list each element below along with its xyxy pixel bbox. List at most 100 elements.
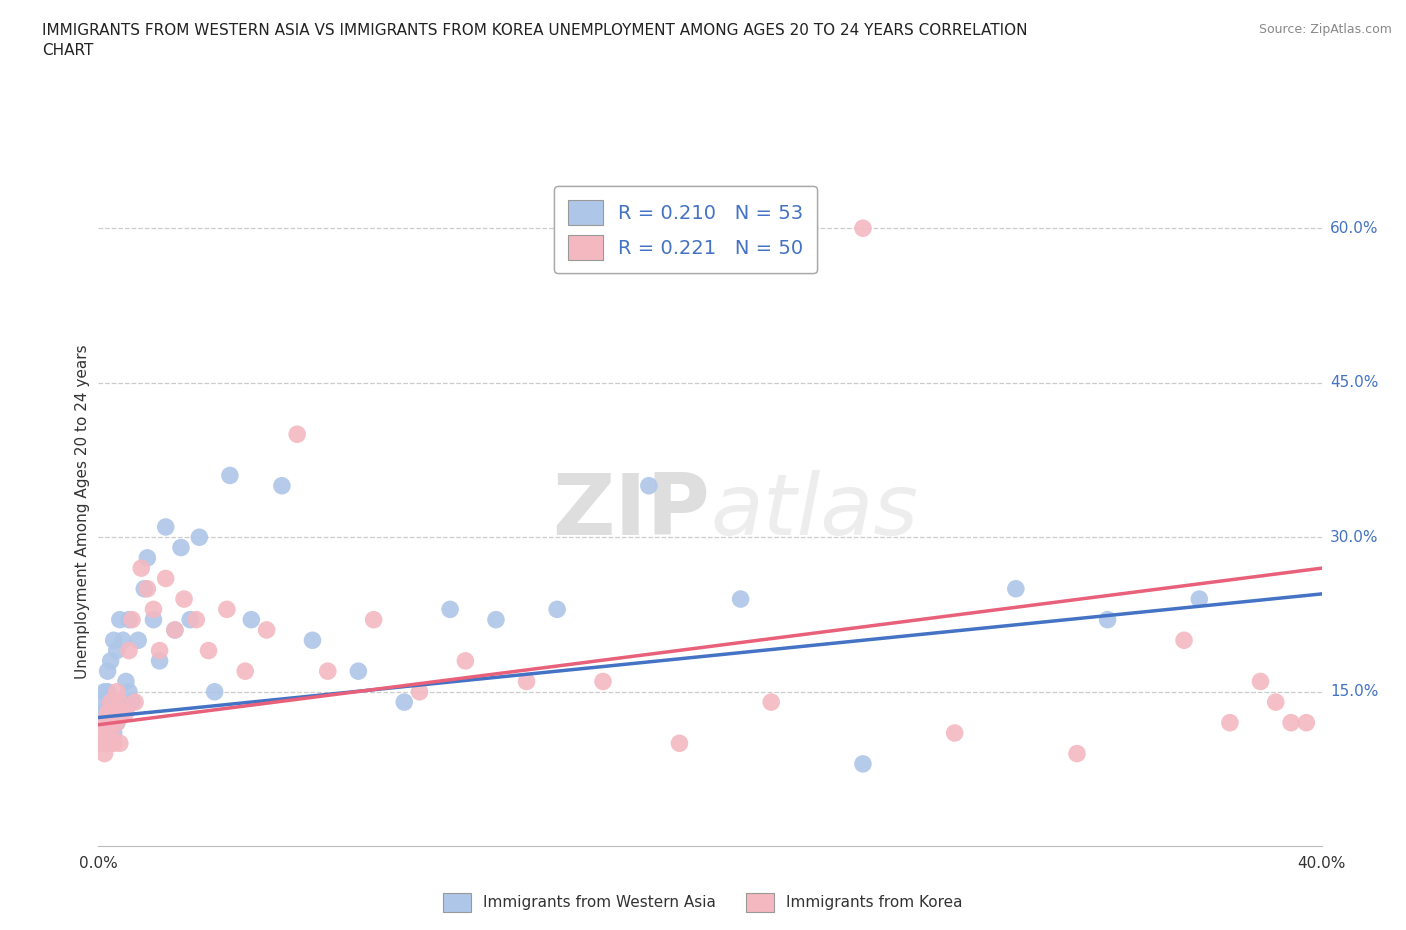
Point	[197, 644, 219, 658]
Point	[100, 654, 122, 669]
Point	[118, 644, 141, 658]
Point	[97, 684, 120, 699]
Point	[1173, 632, 1195, 647]
Point	[637, 478, 661, 493]
Point	[136, 581, 159, 596]
Point	[108, 736, 131, 751]
Point	[129, 561, 152, 576]
Point	[173, 591, 195, 606]
Point	[155, 520, 177, 535]
Text: 45.0%: 45.0%	[1330, 375, 1378, 391]
Point	[103, 725, 125, 740]
Point	[100, 695, 122, 710]
Point	[204, 684, 226, 699]
Point	[108, 612, 131, 627]
Point	[121, 612, 143, 627]
Point	[516, 674, 538, 689]
Point	[155, 571, 177, 586]
Text: 15.0%: 15.0%	[1330, 684, 1378, 699]
Point	[1249, 674, 1271, 689]
Point	[90, 695, 112, 710]
Point	[103, 632, 125, 647]
Point	[1279, 715, 1302, 730]
Point	[485, 612, 508, 627]
Point	[1066, 746, 1088, 761]
Point	[163, 622, 186, 637]
Point	[108, 695, 131, 710]
Point	[759, 695, 782, 710]
Point	[668, 736, 690, 751]
Point	[111, 705, 134, 720]
Point	[118, 684, 141, 699]
Point	[97, 715, 120, 730]
Point	[127, 632, 149, 647]
Text: atlas: atlas	[710, 470, 918, 553]
Point	[1097, 612, 1119, 627]
Point	[108, 695, 131, 710]
Point	[1188, 591, 1211, 606]
Y-axis label: Unemployment Among Ages 20 to 24 years: Unemployment Among Ages 20 to 24 years	[75, 344, 90, 679]
Point	[592, 674, 614, 689]
Point	[256, 622, 278, 637]
Point	[93, 736, 115, 751]
Point	[179, 612, 201, 627]
Point	[170, 540, 193, 555]
Point	[163, 622, 186, 637]
Point	[454, 654, 477, 669]
Point	[97, 736, 120, 751]
Point	[103, 736, 125, 751]
Point	[852, 220, 875, 235]
Point	[188, 530, 211, 545]
Point	[392, 695, 416, 710]
Point	[943, 725, 966, 740]
Point	[118, 612, 141, 627]
Point	[105, 715, 128, 730]
Point	[546, 602, 568, 617]
Point	[115, 674, 138, 689]
Point	[93, 746, 115, 761]
Point	[100, 725, 122, 740]
Point	[730, 591, 752, 606]
Point	[233, 664, 256, 679]
Point	[97, 664, 120, 679]
Point	[121, 695, 143, 710]
Text: 60.0%: 60.0%	[1330, 220, 1378, 235]
Point	[1264, 695, 1286, 710]
Point	[103, 705, 125, 720]
Point	[149, 654, 172, 669]
Point	[134, 581, 156, 596]
Point	[124, 695, 146, 710]
Point	[149, 644, 172, 658]
Point	[363, 612, 385, 627]
Point	[93, 684, 115, 699]
Point	[93, 705, 115, 720]
Point	[142, 602, 165, 617]
Text: Source: ZipAtlas.com: Source: ZipAtlas.com	[1258, 23, 1392, 36]
Point	[105, 684, 128, 699]
Point	[100, 715, 122, 730]
Point	[301, 632, 323, 647]
Point	[1219, 715, 1241, 730]
Point	[111, 705, 134, 720]
Point	[90, 715, 112, 730]
Point	[240, 612, 263, 627]
Point	[439, 602, 461, 617]
Point	[142, 612, 165, 627]
Legend: Immigrants from Western Asia, Immigrants from Korea: Immigrants from Western Asia, Immigrants…	[437, 887, 969, 918]
Point	[316, 664, 339, 679]
Point	[347, 664, 370, 679]
Point	[93, 715, 115, 730]
Point	[97, 725, 120, 740]
Point	[100, 695, 122, 710]
Legend: R = 0.210   N = 53, R = 0.221   N = 50: R = 0.210 N = 53, R = 0.221 N = 50	[554, 186, 817, 273]
Point	[90, 736, 112, 751]
Point	[105, 715, 128, 730]
Point	[93, 725, 115, 740]
Point	[90, 715, 112, 730]
Point	[186, 612, 208, 627]
Point	[97, 705, 120, 720]
Text: ZIP: ZIP	[553, 470, 710, 553]
Point	[90, 736, 112, 751]
Point	[408, 684, 430, 699]
Point	[1004, 581, 1026, 596]
